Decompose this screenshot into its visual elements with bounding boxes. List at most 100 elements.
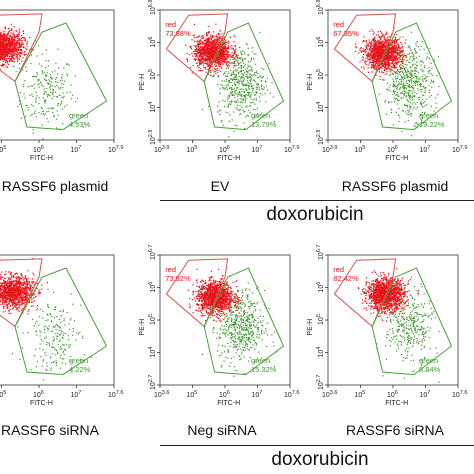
red-event (398, 61, 400, 63)
red-event (204, 44, 206, 46)
red-event (186, 52, 188, 55)
red-event (4, 53, 7, 55)
red-event (0, 48, 3, 50)
green-event (430, 79, 432, 81)
red-event (195, 53, 197, 55)
red-event (372, 52, 374, 55)
red-event (206, 64, 208, 66)
red-event (205, 71, 207, 73)
green-event (395, 94, 397, 97)
red-event (219, 65, 221, 68)
red-event (239, 46, 241, 49)
red-event (211, 39, 213, 42)
red-event (373, 54, 375, 56)
red-event (392, 57, 394, 59)
green-event (235, 101, 237, 103)
green-event (409, 76, 411, 79)
red-event (382, 72, 385, 74)
red-event (1, 36, 3, 39)
green-event (387, 82, 389, 84)
red-event (20, 44, 22, 46)
red-event (388, 51, 390, 53)
green-event (411, 79, 413, 81)
red-event (7, 53, 9, 55)
green-event (59, 88, 61, 90)
red-event (0, 44, 1, 46)
red-event (224, 46, 226, 48)
green-event (54, 86, 56, 88)
green-event (403, 94, 405, 96)
green-event (420, 61, 422, 63)
green-event (422, 79, 424, 81)
red-event (193, 58, 195, 61)
red-event (210, 52, 213, 55)
red-event (360, 51, 363, 53)
red-event (11, 60, 14, 62)
green-event (258, 89, 261, 91)
green-event (420, 85, 422, 88)
red-event (2, 57, 5, 60)
green-event (240, 54, 242, 56)
green-event (408, 89, 410, 92)
red-event (384, 45, 387, 47)
red-event (375, 41, 377, 44)
green-event (397, 114, 400, 116)
red-event (210, 42, 213, 44)
red-event (359, 61, 361, 63)
red-event (372, 57, 375, 59)
green-event (235, 73, 237, 75)
green-event (258, 87, 261, 89)
green-event (24, 80, 26, 82)
red-event (194, 58, 197, 61)
green-event (235, 65, 237, 67)
green-event (253, 79, 255, 81)
red-event (384, 38, 386, 40)
green-event (250, 57, 252, 59)
green-event (220, 109, 222, 111)
red-event (18, 49, 20, 51)
red-event (209, 64, 211, 66)
red-event (26, 49, 28, 51)
red-event (389, 63, 392, 65)
green-event (45, 99, 47, 101)
red-event (367, 54, 369, 57)
red-event (20, 51, 22, 54)
green-event (248, 69, 250, 72)
green-event (401, 87, 403, 89)
red-event (373, 37, 375, 40)
events (354, 27, 440, 137)
green-event (25, 116, 27, 118)
green-event (254, 94, 257, 96)
red-event (2, 39, 4, 42)
red-event (2, 54, 4, 56)
green-event (255, 83, 258, 85)
red-event (0, 56, 2, 58)
red-event (212, 55, 214, 57)
red-event (198, 49, 200, 51)
red-event (17, 50, 19, 52)
red-event (194, 59, 197, 62)
red-event (213, 46, 215, 48)
red-event (211, 49, 213, 51)
red-event (5, 59, 8, 62)
red-event (17, 58, 19, 60)
red-event (367, 44, 369, 46)
red-event (31, 48, 33, 50)
green-event (403, 67, 406, 69)
red-event (17, 60, 19, 62)
green-event (19, 91, 21, 94)
red-event (378, 51, 381, 53)
red-event (374, 53, 377, 55)
green-event (243, 66, 245, 69)
green-event (83, 126, 85, 129)
red-event (380, 54, 382, 56)
red-event (373, 55, 375, 57)
green-event (415, 80, 417, 82)
green-event (219, 92, 221, 95)
green-event (415, 70, 417, 72)
red-event (400, 66, 402, 69)
green-event (245, 106, 247, 108)
red-event (197, 44, 199, 47)
green-event (47, 81, 49, 84)
red-event (372, 60, 374, 62)
